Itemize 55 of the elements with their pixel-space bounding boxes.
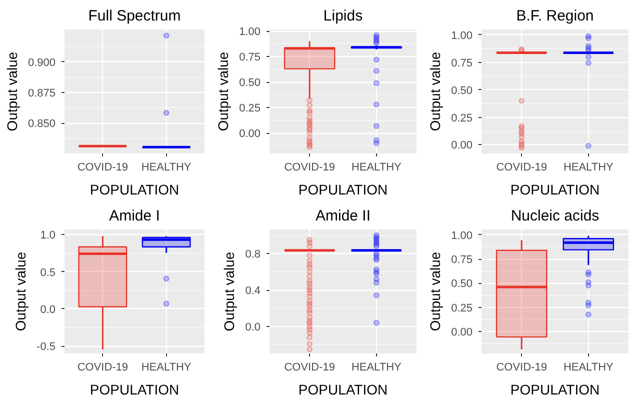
x-tick-label: HEALTHY [563,162,614,174]
y-tick-label: -0.5 [36,341,56,354]
y-tick-label: 0.0 [40,304,56,316]
y-tick-label: 0.900 [28,56,56,69]
y-tick-label: 1.00 [239,26,261,38]
x-tick-label: COVID-19 [284,162,335,174]
y-axis-title: Output value [427,252,444,332]
y-tick-label: 0.4 [245,285,261,298]
y-tick-label: 0.00 [451,326,473,339]
x-tick-label: COVID-19 [496,362,547,374]
y-axis-title: Output value [12,252,29,332]
x-tick-label: COVID-19 [496,162,547,174]
y-tick-label: 0.50 [239,77,261,90]
x-axis-title: POPULATION [90,382,180,398]
y-tick-label: 0.25 [451,302,473,314]
y-tick-label: 0.0 [245,322,261,334]
chart-title: Amide II [315,208,371,224]
y-tick-label: 0.75 [451,57,473,70]
x-axis-title: POPULATION [510,382,600,398]
y-tick-label: 0.00 [451,140,473,152]
x-tick-label: HEALTHY [351,162,402,174]
chart-title: Full Spectrum [88,8,181,24]
y-tick-label: 0.875 [28,88,56,100]
chart-title: Nucleic acids [510,208,600,224]
chart-title: B.F. Region [516,8,594,24]
y-tick-label: 1.0 [40,230,56,242]
x-axis-title: POPULATION [510,182,600,198]
y-tick-label: 1.00 [451,230,473,242]
y-axis-title: Output value [427,52,444,132]
x-axis-title: POPULATION [298,382,388,398]
y-axis-title: Output value [4,52,20,132]
y-axis-title: Output value [215,52,232,132]
y-tick-label: 0.5 [40,266,56,279]
x-tick-label: HEALTHY [563,362,614,374]
x-tick-label: COVID-19 [284,362,335,374]
chart-title: Lipids [323,8,363,24]
y-tick-label: 0.75 [239,52,261,64]
y-tick-label: 0.00 [239,128,261,140]
y-tick-label: 0.25 [239,102,261,115]
y-tick-label: 0.850 [28,118,56,130]
x-axis-title: POPULATION [298,182,388,198]
x-axis-title: POPULATION [90,182,180,198]
chart-title: Amide I [109,208,160,224]
x-tick-label: COVID-19 [77,362,128,374]
y-axis-title: Output value [221,252,238,332]
x-tick-label: HEALTHY [141,162,192,174]
y-tick-label: 0.8 [245,248,261,261]
x-tick-label: HEALTHY [351,362,402,374]
y-tick-label: 0.25 [451,112,473,124]
y-tick-label: 0.50 [451,278,473,290]
x-tick-label: HEALTHY [141,362,192,374]
y-tick-label: 0.75 [451,254,473,266]
x-tick-label: COVID-19 [77,162,128,174]
y-tick-label: 1.00 [451,30,473,42]
y-tick-label: 0.50 [451,84,473,97]
